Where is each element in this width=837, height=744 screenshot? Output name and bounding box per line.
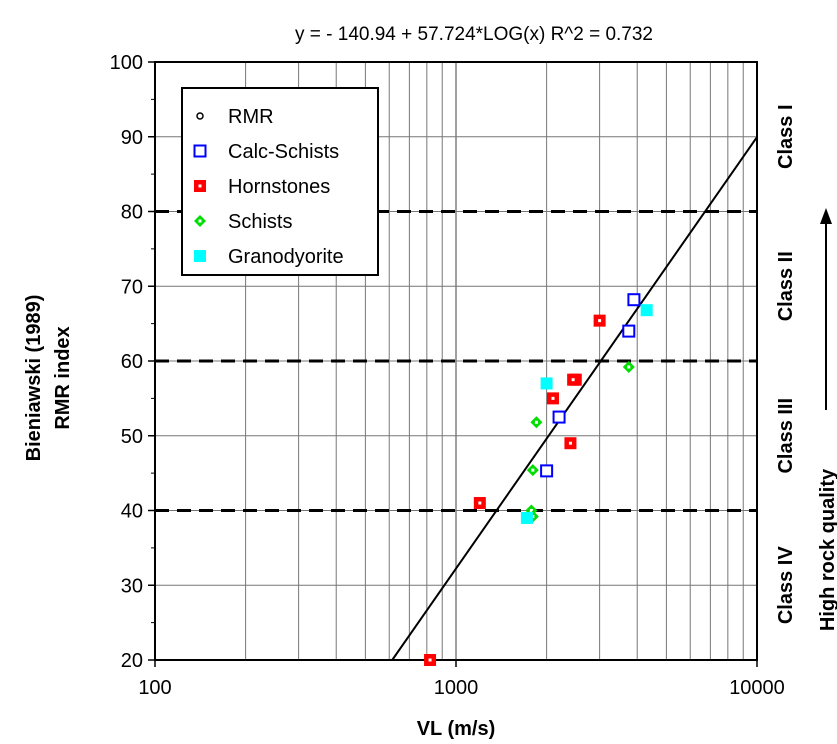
y-tick-label: 70 (121, 276, 143, 298)
data-point-hornstones-dot (568, 441, 572, 445)
legend-label: RMR (228, 106, 274, 128)
y-tick-label: 20 (121, 650, 143, 672)
class-labels: Class I Class II Class III Class IV (775, 105, 797, 625)
data-point-hornstones (567, 373, 580, 386)
data-point-hornstones-dot (571, 378, 575, 382)
y-tick-label: 50 (121, 426, 143, 448)
y-tick-label: 80 (121, 202, 143, 224)
data-point-calc-schists (627, 293, 641, 307)
x-tick-label: 1000 (434, 677, 479, 699)
data-point-hornstones (564, 437, 577, 450)
data-point-hornstones (424, 654, 437, 666)
data-point-granodyorite (520, 511, 533, 524)
data-point-hornstones-dot (428, 658, 432, 662)
data-point-hornstones-dot (598, 319, 602, 323)
regression-line-path (391, 136, 758, 661)
data-point-schists-dot (534, 420, 538, 424)
data-point-calc-schists (552, 410, 566, 424)
legend-label: Granodyorite (228, 246, 344, 268)
x-tick-label: 10000 (729, 677, 785, 699)
legend-label: Calc-Schists (228, 141, 339, 163)
data-point-calc-schists (622, 324, 636, 338)
data-point-schists (526, 464, 539, 477)
data-point-hornstones (473, 497, 486, 510)
data-point-schists-dot (529, 509, 533, 512)
y-tick-label: 60 (121, 351, 143, 373)
data-point-calc-schists (540, 464, 554, 478)
y-tick-label: 100 (110, 52, 143, 74)
y-axis-label-line1: Bieniawski (1989) (23, 295, 45, 462)
data-point-schists (622, 360, 635, 373)
legend-label: Hornstones (228, 176, 330, 198)
legend: RMR Calc-Schists Hornstones Schists Granodyo… (181, 87, 379, 276)
legend-box (181, 87, 379, 276)
legend-marker-rmr (196, 112, 204, 120)
legend-marker-calc-schists (193, 144, 207, 158)
y-tick-label: 30 (121, 575, 143, 597)
data-point-hornstones-dot (551, 396, 555, 400)
regression-equation: y = - 140.94 + 57.724*LOG(x) R^2 = 0.732 (295, 24, 653, 45)
regression-line (391, 136, 758, 661)
y-tick-label: 90 (121, 127, 143, 149)
legend-marker-granodyorite (194, 250, 206, 262)
class-label: Class III (775, 398, 797, 474)
x-axis-label: VL (m/s) (417, 718, 496, 740)
data-point-schists-dot (627, 365, 631, 369)
class-label: Class IV (775, 546, 797, 624)
quality-indicator: High rock quality (817, 208, 837, 631)
class-label: Class I (775, 105, 797, 169)
y-tick-label: 40 (121, 501, 143, 523)
axes (148, 61, 758, 667)
legend-marker-hornstones (194, 180, 206, 192)
legend-marker-schists-dot (198, 219, 202, 223)
legend-marker-hornstones-dot (198, 184, 202, 188)
legend-label: Schists (228, 211, 292, 233)
class-label: Class II (775, 251, 797, 321)
quality-arrow-head (820, 208, 832, 224)
data-points (424, 293, 653, 666)
tick-labels: 20 30 40 50 60 70 80 90 100 100 1000 10000 (110, 52, 785, 699)
y-axis-label-line2: RMR index (52, 326, 74, 429)
data-point-schists-dot (531, 468, 535, 472)
quality-label: High rock quality (817, 468, 837, 631)
data-point-schists (530, 416, 543, 429)
data-point-granodyorite (640, 304, 653, 317)
x-tick-label: 100 (138, 677, 171, 699)
data-point-hornstones (546, 392, 559, 405)
data-point-granodyorite (540, 377, 553, 390)
data-point-hornstones (593, 314, 606, 327)
legend-marker-schists (194, 215, 206, 227)
data-point-hornstones-dot (478, 501, 482, 505)
